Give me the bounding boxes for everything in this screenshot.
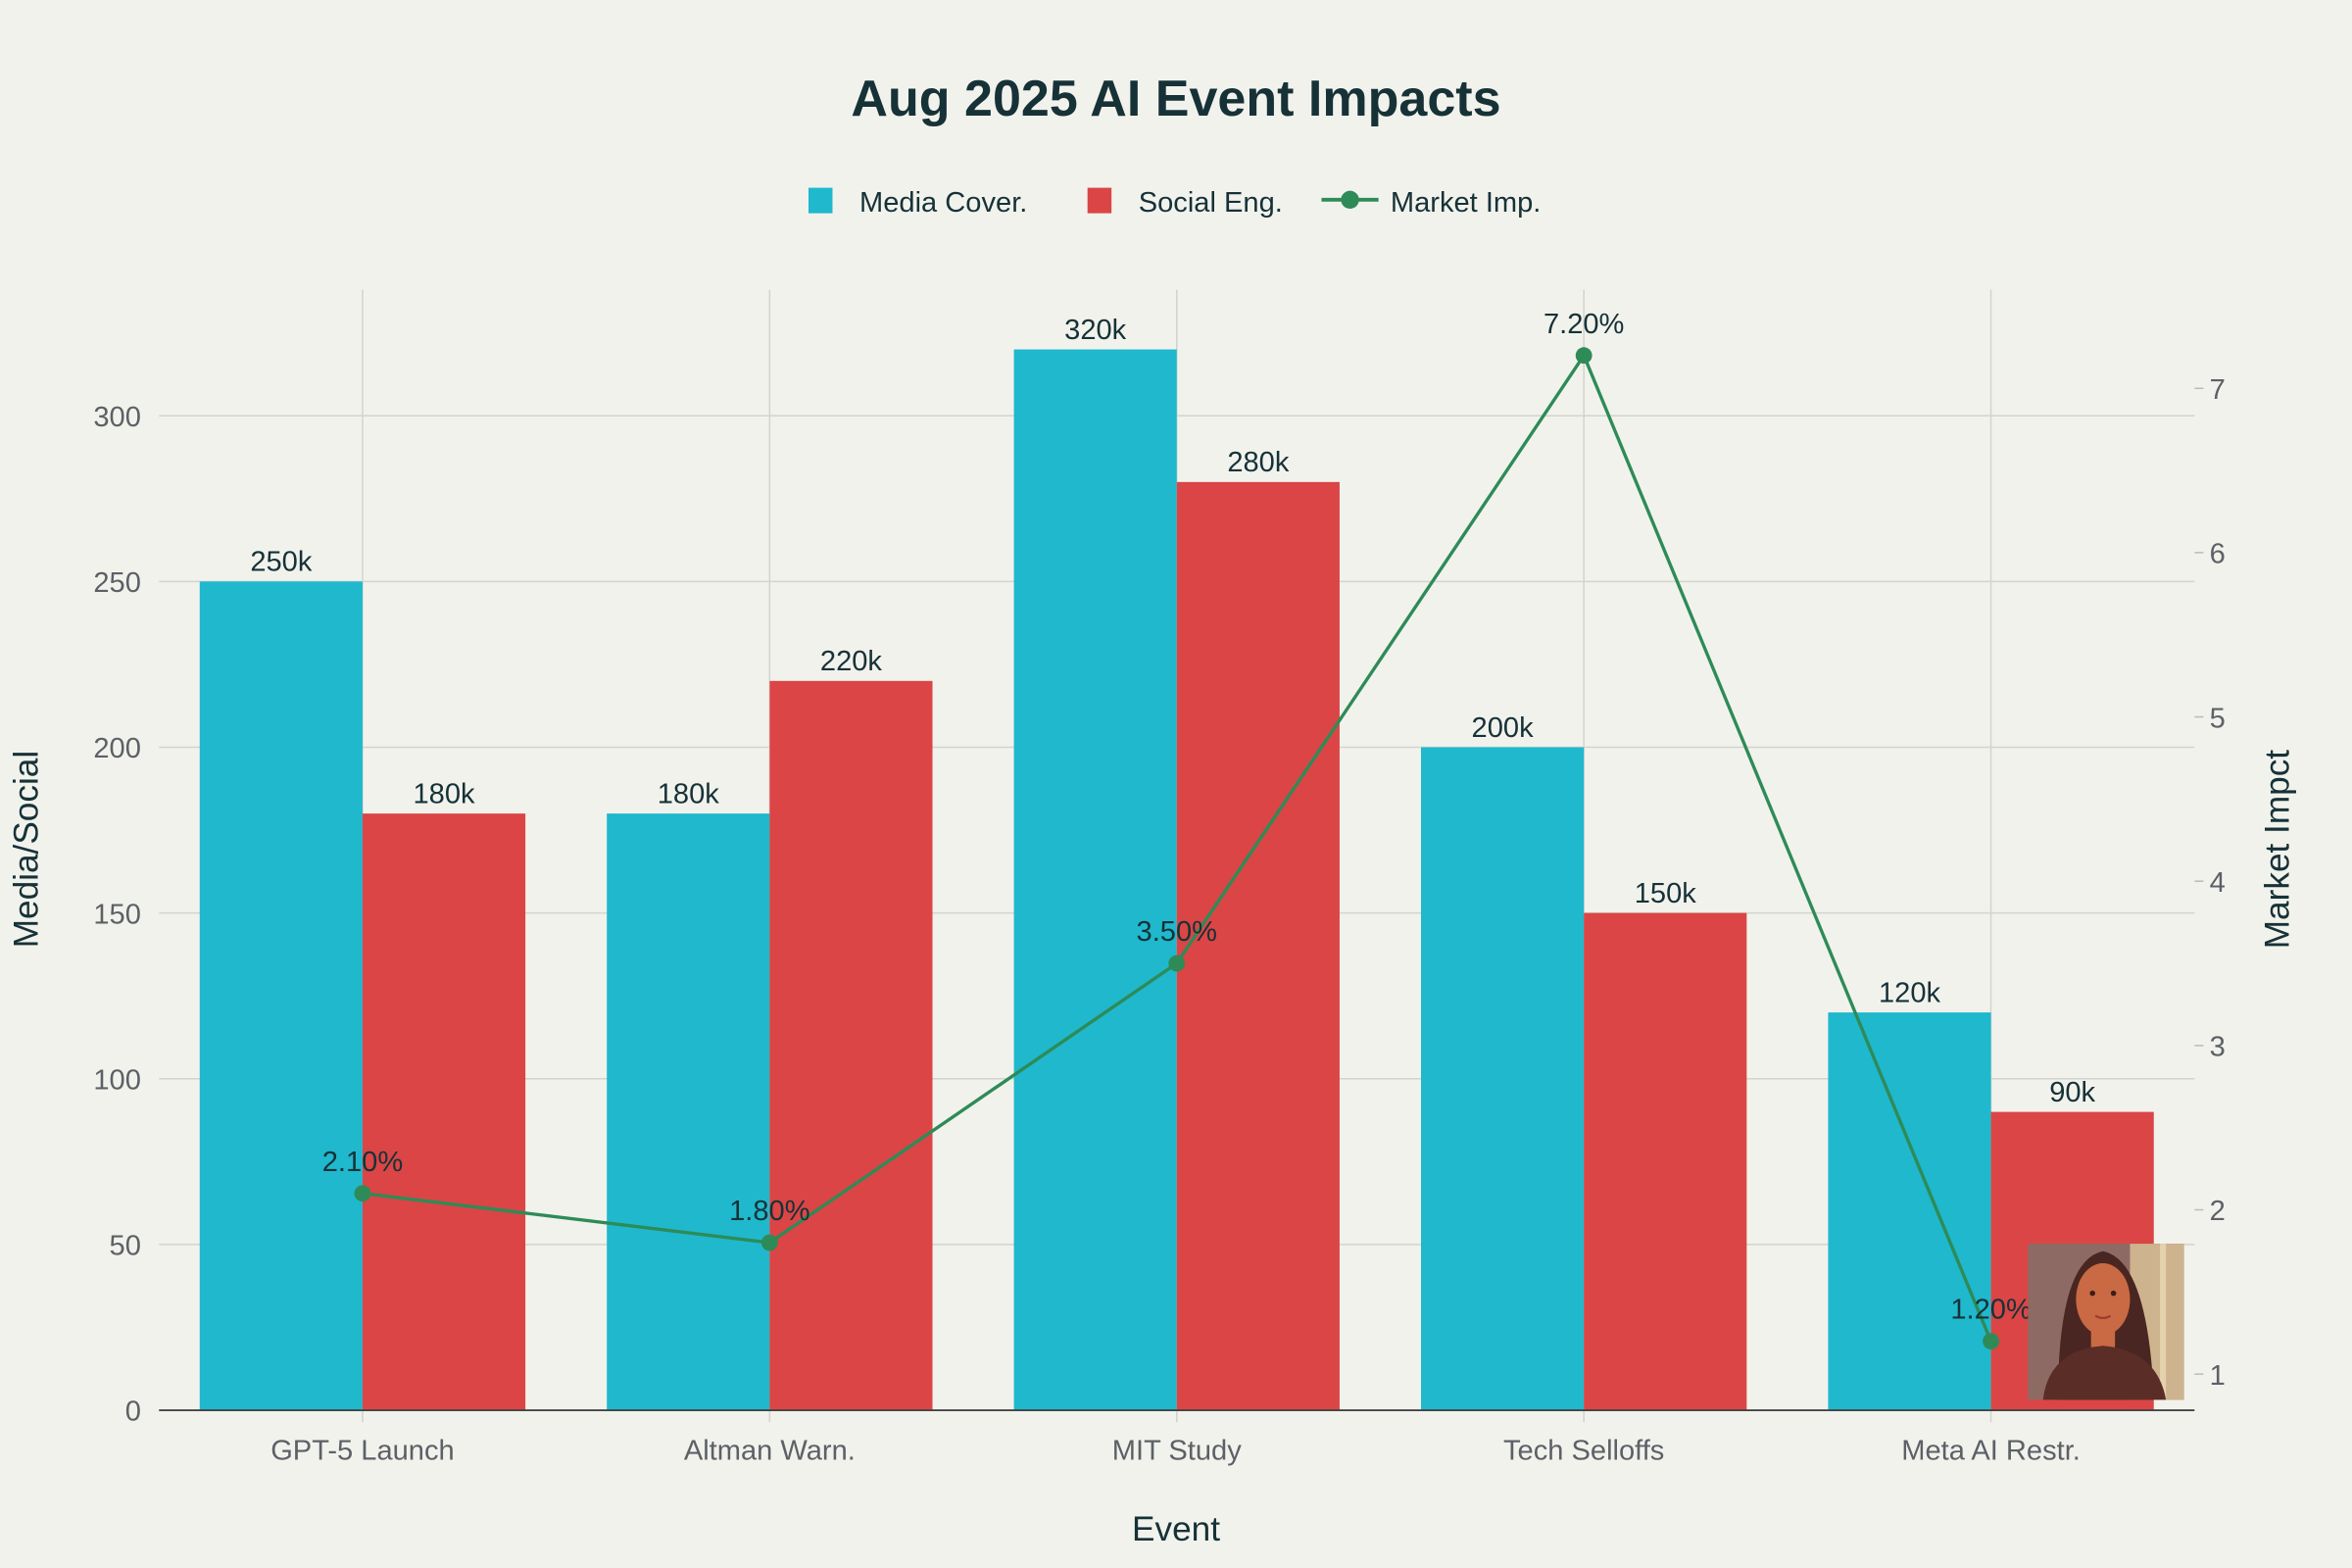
y-tick-label: 150 [93, 899, 141, 930]
y-tick-label: 100 [93, 1064, 141, 1096]
y2-tick-label: 4 [2210, 867, 2226, 899]
legend-label-media[interactable]: Media Cover. [859, 187, 1027, 219]
axis-ticks: 0 50 100 150 200 250 300 1 2 3 4 5 6 7 GPT-5 Launch Alt… [93, 374, 2225, 1467]
legend: Media Cover. Social Eng. Market Imp. [808, 187, 1541, 219]
y-tick-label: 300 [93, 402, 141, 433]
social-bar-label: 220k [820, 646, 883, 677]
legend-swatch-media [808, 187, 833, 214]
legend-label-social[interactable]: Social Eng. [1139, 187, 1283, 219]
market-point-label: 2.10% [322, 1147, 403, 1178]
x-tick-label: Tech Selloffs [1503, 1436, 1664, 1467]
social-bar-label: 280k [1227, 447, 1290, 478]
media-bar-label: 250k [250, 547, 313, 578]
media-bar-label: 120k [1879, 977, 1941, 1008]
social-engagement-bar [1584, 912, 1747, 1411]
x-tick-label: GPT-5 Launch [270, 1436, 455, 1467]
social-engagement-bar [769, 680, 933, 1411]
y2-tick-label: 1 [2210, 1360, 2226, 1392]
market-impact-point [1983, 1333, 2000, 1350]
y-tick-label: 50 [110, 1231, 141, 1262]
market-impact-point [354, 1185, 371, 1202]
y2-tick-label: 7 [2210, 374, 2226, 406]
social-bar-label: 150k [1635, 878, 1697, 909]
chart-title: Aug 2025 AI Event Impacts [851, 71, 1500, 127]
market-impact-point [760, 1234, 778, 1251]
y2-axis-title: Market Impct [2259, 750, 2297, 950]
x-tick-label: MIT Study [1112, 1436, 1242, 1467]
market-point-label: 1.20% [1950, 1295, 2031, 1326]
y-tick-label: 0 [125, 1396, 141, 1428]
x-tick-label: Altman Warn. [684, 1436, 856, 1467]
legend-swatch-social [1087, 187, 1112, 214]
market-point-label: 1.80% [729, 1196, 809, 1227]
market-point-label: 7.20% [1544, 309, 1624, 340]
legend-label-market[interactable]: Market Imp. [1391, 187, 1542, 219]
media-coverage-bar [1013, 349, 1177, 1411]
x-axis-title: Event [1132, 1510, 1220, 1548]
bars [199, 349, 2154, 1411]
data-labels: 250k 180k 320k 200k 120k 180k 220k 280k 150k 90k 2… [250, 309, 2095, 1326]
y2-tick-label: 5 [2210, 703, 2226, 734]
y2-tick-label: 3 [2210, 1032, 2226, 1063]
x-tick-label: Meta AI Restr. [1901, 1436, 2081, 1467]
media-coverage-bar [1421, 747, 1585, 1411]
market-line-series [354, 347, 2000, 1350]
media-coverage-bar [1828, 1012, 1991, 1411]
social-engagement-bar [362, 813, 526, 1411]
social-engagement-bar [1176, 481, 1340, 1411]
social-bar-label: 180k [413, 778, 475, 809]
y-axis-title: Media/Social [7, 751, 45, 948]
media-coverage-bar [607, 813, 770, 1411]
market-point-label: 3.50% [1137, 916, 1217, 948]
y-tick-label: 250 [93, 567, 141, 599]
media-bar-label: 200k [1472, 712, 1535, 744]
social-bar-label: 90k [2049, 1077, 2095, 1108]
market-impact-point [1575, 347, 1592, 365]
y2-tick-label: 6 [2210, 539, 2226, 570]
y-tick-label: 200 [93, 733, 141, 764]
portrait-image [2028, 1244, 2184, 1400]
y2-tick-label: 2 [2210, 1196, 2226, 1227]
media-coverage-bar [199, 581, 363, 1411]
media-bar-label: 320k [1064, 315, 1127, 346]
legend-swatch-market-marker [1341, 190, 1359, 210]
market-impact-point [1168, 955, 1186, 972]
media-bar-label: 180k [658, 778, 720, 809]
